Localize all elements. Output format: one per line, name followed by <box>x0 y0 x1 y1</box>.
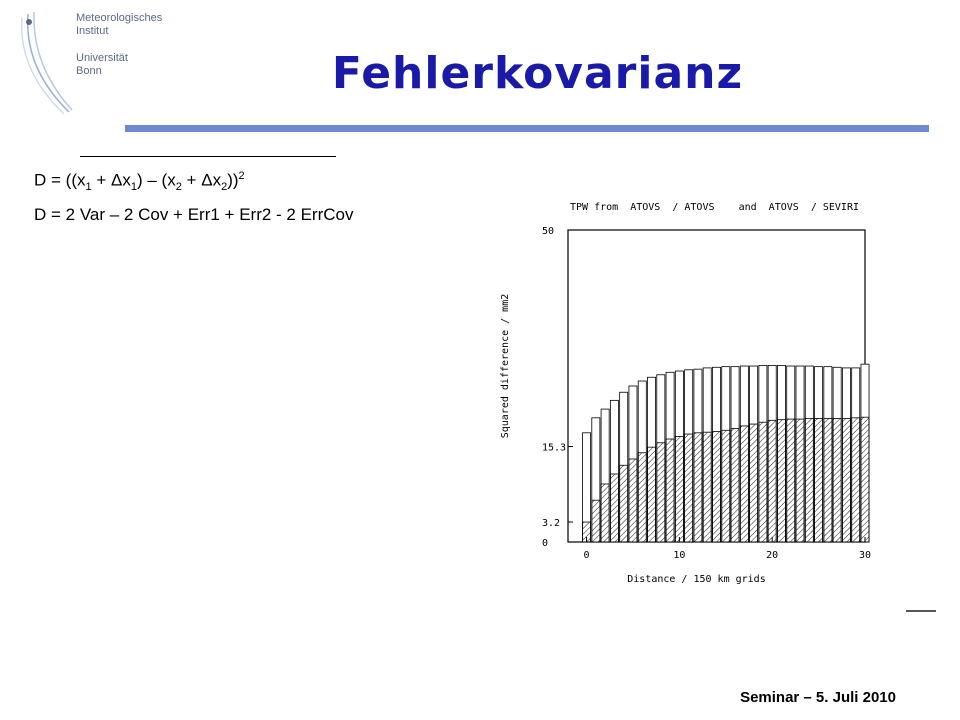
y-tick-label: 15.3 <box>542 443 566 454</box>
bar-hatched <box>841 418 851 543</box>
bar-hatched <box>647 446 656 543</box>
bar-hatched <box>786 418 796 543</box>
bar-hatched <box>749 423 759 543</box>
eq1-part: + <box>181 170 202 190</box>
bar-hatched <box>637 452 647 543</box>
eq1-part: x <box>212 170 222 190</box>
eq1-sub: 1 <box>130 181 137 194</box>
x-tick-label: 0 <box>584 550 590 561</box>
equation-overline <box>80 156 336 157</box>
title-rule <box>125 125 929 132</box>
tpw-chart: TPW from ATOVS / ATOVS and ATOVS / SEVIR… <box>500 202 871 585</box>
bar-hatched <box>823 418 833 543</box>
logo-line-3: Universität <box>76 52 128 64</box>
delta-symbol: Δ <box>201 170 213 190</box>
bar-hatched <box>730 428 740 543</box>
chart-title: TPW from ATOVS / ATOVS and ATOVS / SEVIR… <box>570 202 859 213</box>
equation-2: D = 2 Var – 2 Cov + Err1 + Err2 - 2 ErrC… <box>34 205 354 224</box>
bar-hatched <box>712 431 721 543</box>
bar-hatched <box>777 419 786 543</box>
y-tick-label: 0 <box>542 538 548 549</box>
bar-hatched <box>600 483 610 543</box>
bar-hatched <box>758 421 768 543</box>
logo-line-1: Meteorologisches <box>76 12 163 24</box>
logo-swoosh-icon <box>21 11 73 115</box>
eq1-part: + <box>91 170 111 190</box>
x-tick-label: 20 <box>766 550 778 561</box>
delta-symbol: Δ <box>110 170 123 190</box>
bar-hatched <box>767 419 777 543</box>
eq1-sub: 2 <box>175 181 182 194</box>
bar-hatched <box>721 429 731 543</box>
bar-hatched <box>609 473 619 543</box>
slide-title: Fehlerkovarianz <box>331 48 744 99</box>
eq1-part: )) <box>227 170 239 190</box>
bar-hatched <box>860 416 870 543</box>
chart-y-label: Squared difference / mm2 <box>500 294 511 439</box>
institute-logo: Meteorologisches Institut Universität Bo… <box>14 8 162 118</box>
eq1-part: ) – (x <box>136 170 176 190</box>
bar-hatched <box>684 433 694 543</box>
x-tick-label: 30 <box>859 550 871 561</box>
bar-hatched <box>591 499 601 543</box>
bar-hatched <box>814 418 824 543</box>
bar-hatched <box>795 418 805 543</box>
eq1-lhs: D = <box>34 170 66 190</box>
bar-hatched <box>665 438 675 543</box>
bar-hatched <box>702 431 712 543</box>
bar-hatched <box>619 464 629 543</box>
corner-mark <box>906 600 936 612</box>
chart-x-label: Distance / 150 km grids <box>627 574 765 585</box>
slide-footer: Seminar – 5. Juli 2010 <box>740 689 896 706</box>
x-tick-label: 10 <box>673 550 685 561</box>
logo-line-4: Bonn <box>76 65 102 77</box>
bar-hatched <box>656 442 666 543</box>
eq1-sup: 2 <box>238 170 245 182</box>
equation-1: D = ((x1 + Δx1) – (x2 + Δx2))2 <box>34 166 245 197</box>
y-tick-label: 50 <box>542 226 554 237</box>
bar-hatched <box>674 436 684 543</box>
eq1-part: x <box>122 170 131 190</box>
eq1-part: ((x <box>65 170 86 190</box>
logo-line-2: Institut <box>76 25 109 37</box>
bar-hatched <box>832 418 842 543</box>
bar-hatched <box>851 417 861 543</box>
y-tick-label: 3.2 <box>542 518 560 529</box>
eq1-sub: 1 <box>85 181 92 194</box>
bar-hatched <box>739 425 749 543</box>
bar-hatched <box>693 432 703 543</box>
eq1-sub: 2 <box>221 181 228 194</box>
bar-hatched <box>804 418 814 543</box>
bar-hatched <box>628 458 638 543</box>
